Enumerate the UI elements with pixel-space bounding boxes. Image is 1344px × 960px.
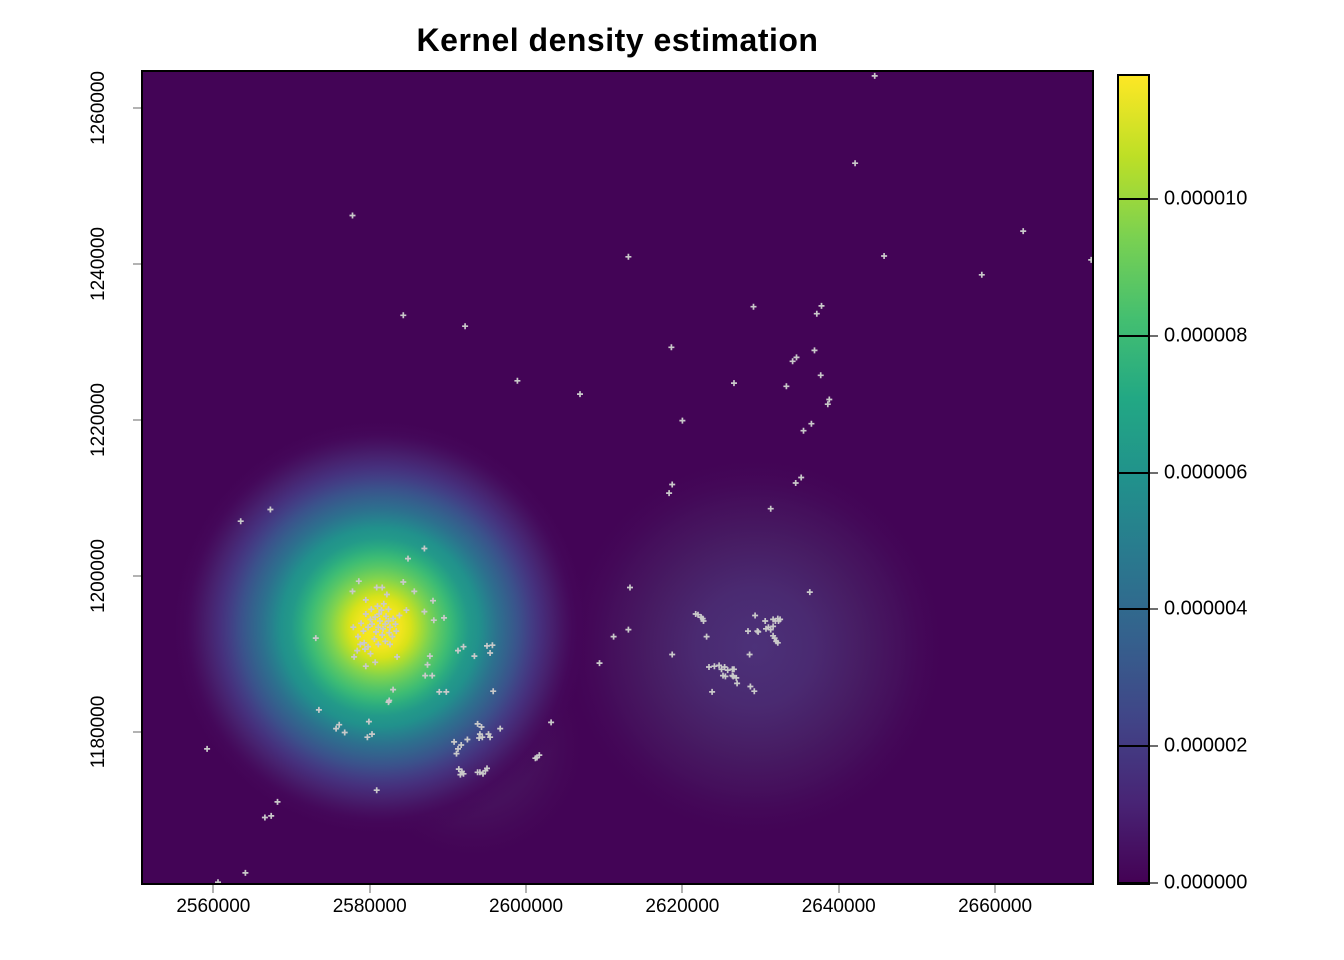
x-axis-tick — [837, 885, 840, 893]
y-axis-tick — [133, 262, 141, 265]
colorbar-tick — [1119, 334, 1148, 337]
y-axis-tick — [133, 106, 141, 109]
colorbar-tick — [1119, 882, 1148, 884]
x-axis-tick — [994, 885, 997, 893]
y-tick-label: 1240000 — [88, 226, 109, 301]
x-tick-label: 2620000 — [645, 896, 720, 917]
y-axis-tick — [133, 730, 141, 733]
colorbar-tick-label: 0.000000 — [1164, 871, 1248, 894]
x-tick-label: 2600000 — [489, 896, 564, 917]
colorbar-tick-ext — [1150, 198, 1158, 201]
colorbar-tick-ext — [1150, 882, 1158, 884]
colorbar-tick-ext — [1150, 334, 1158, 337]
colorbar-tick-ext — [1150, 745, 1158, 748]
x-tick-label: 2560000 — [176, 896, 251, 917]
density-blob — [559, 451, 951, 843]
y-tick-label: 1260000 — [88, 70, 109, 145]
y-tick-label: 1200000 — [88, 538, 109, 613]
colorbar-tick-label: 0.000004 — [1164, 597, 1248, 620]
chart-title: Kernel density estimation — [416, 22, 819, 58]
colorbar-tick-label: 0.000008 — [1164, 324, 1248, 347]
kde-heatmap — [143, 72, 1092, 883]
colorbar-tick — [1119, 198, 1148, 201]
y-tick-label: 1220000 — [88, 382, 109, 457]
colorbar-tick-ext — [1150, 471, 1158, 474]
y-axis-tick — [133, 418, 141, 421]
x-axis-tick — [681, 885, 684, 893]
plot-area — [141, 70, 1094, 885]
colorbar-tick-label: 0.000010 — [1164, 187, 1248, 210]
colorbar-tick — [1119, 608, 1148, 611]
y-axis-tick — [133, 574, 141, 577]
colorbar-tick-label: 0.000002 — [1164, 734, 1248, 757]
colorbar-tick — [1119, 745, 1148, 748]
x-tick-label: 2640000 — [801, 896, 876, 917]
colorbar-tick — [1119, 471, 1148, 474]
x-tick-label: 2660000 — [958, 896, 1033, 917]
data-points — [204, 72, 1092, 883]
x-axis-tick — [212, 885, 215, 893]
y-tick-label: 1180000 — [88, 695, 109, 768]
colorbar-tick-label: 0.000006 — [1164, 461, 1248, 484]
x-tick-label: 2580000 — [332, 896, 407, 917]
x-axis-tick — [525, 885, 528, 893]
colorbar-tick-ext — [1150, 608, 1158, 611]
colorbar — [1117, 74, 1150, 885]
x-axis-tick — [368, 885, 371, 893]
